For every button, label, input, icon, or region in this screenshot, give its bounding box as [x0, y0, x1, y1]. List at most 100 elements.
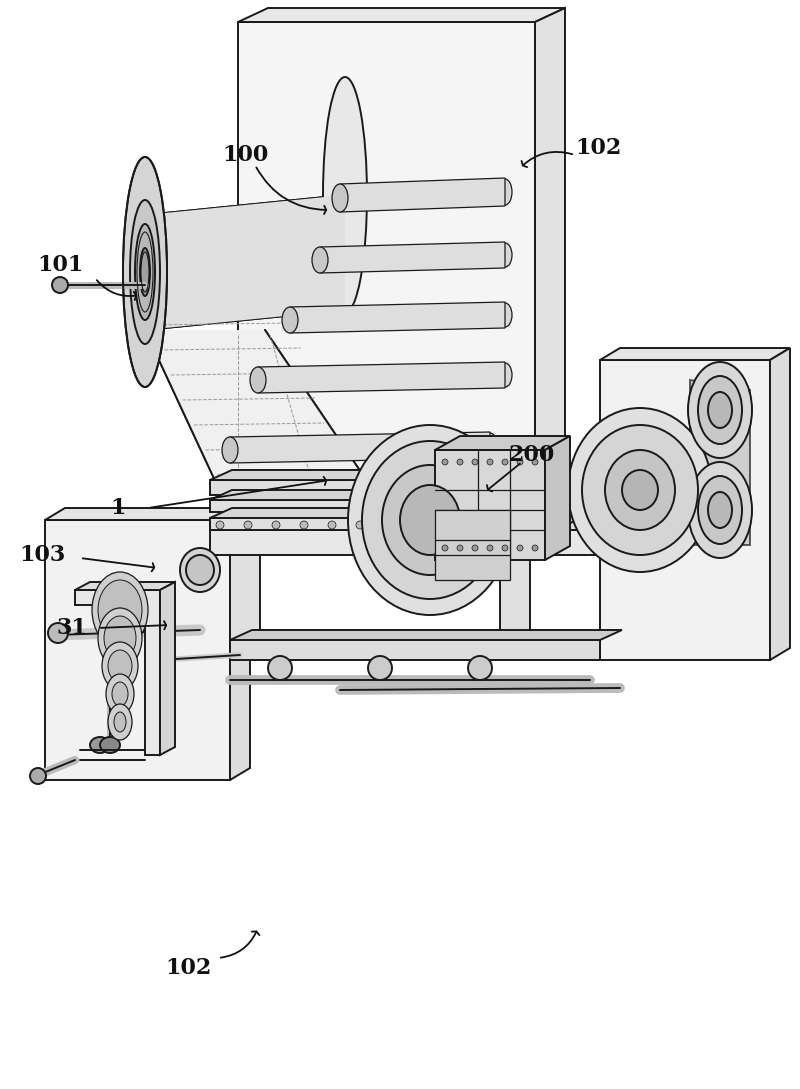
Text: 200: 200	[509, 444, 555, 466]
Polygon shape	[600, 518, 625, 555]
Ellipse shape	[300, 521, 308, 529]
Ellipse shape	[222, 437, 238, 463]
Ellipse shape	[440, 521, 448, 529]
Ellipse shape	[100, 737, 120, 752]
Ellipse shape	[135, 224, 155, 320]
Ellipse shape	[698, 476, 742, 544]
Ellipse shape	[312, 247, 328, 273]
Ellipse shape	[268, 656, 292, 680]
Ellipse shape	[457, 458, 463, 465]
Ellipse shape	[498, 179, 512, 205]
Ellipse shape	[442, 458, 448, 465]
Polygon shape	[290, 302, 505, 333]
Polygon shape	[210, 518, 555, 530]
Polygon shape	[210, 530, 600, 555]
Ellipse shape	[400, 485, 460, 555]
Ellipse shape	[708, 492, 732, 528]
Ellipse shape	[502, 544, 508, 551]
Polygon shape	[210, 490, 577, 500]
Ellipse shape	[250, 367, 266, 393]
Ellipse shape	[332, 184, 348, 212]
Polygon shape	[210, 470, 577, 480]
Ellipse shape	[496, 521, 504, 529]
Ellipse shape	[605, 450, 675, 530]
Polygon shape	[690, 380, 750, 544]
Ellipse shape	[216, 521, 224, 529]
Text: 102: 102	[575, 137, 621, 159]
Ellipse shape	[92, 572, 148, 648]
Polygon shape	[45, 521, 230, 780]
Ellipse shape	[498, 303, 512, 327]
Ellipse shape	[48, 623, 68, 643]
Ellipse shape	[90, 737, 110, 752]
Polygon shape	[238, 8, 565, 22]
Polygon shape	[770, 348, 790, 660]
Polygon shape	[230, 555, 260, 650]
Ellipse shape	[382, 465, 478, 575]
Polygon shape	[230, 631, 622, 640]
Ellipse shape	[498, 243, 512, 267]
Ellipse shape	[708, 392, 732, 428]
Ellipse shape	[698, 376, 742, 444]
Ellipse shape	[180, 548, 220, 592]
Polygon shape	[320, 242, 505, 273]
Polygon shape	[210, 507, 577, 518]
Polygon shape	[535, 8, 565, 530]
Ellipse shape	[282, 307, 298, 333]
Ellipse shape	[688, 462, 752, 558]
Ellipse shape	[348, 425, 512, 615]
Ellipse shape	[272, 521, 280, 529]
Ellipse shape	[30, 768, 46, 784]
Polygon shape	[258, 362, 505, 393]
Ellipse shape	[328, 521, 336, 529]
Ellipse shape	[140, 248, 150, 296]
Polygon shape	[230, 640, 600, 660]
Text: 31: 31	[57, 617, 87, 639]
Ellipse shape	[102, 643, 138, 690]
Polygon shape	[75, 590, 160, 755]
Ellipse shape	[457, 544, 463, 551]
Polygon shape	[210, 500, 555, 512]
Polygon shape	[435, 436, 570, 450]
Polygon shape	[435, 450, 545, 560]
Polygon shape	[75, 582, 175, 590]
Ellipse shape	[104, 616, 136, 660]
Polygon shape	[340, 178, 505, 212]
Text: 102: 102	[165, 957, 211, 979]
Ellipse shape	[108, 650, 132, 682]
Ellipse shape	[52, 277, 68, 293]
Ellipse shape	[688, 362, 752, 458]
Text: 103: 103	[19, 544, 65, 566]
Ellipse shape	[98, 580, 142, 640]
Ellipse shape	[356, 521, 364, 529]
Polygon shape	[500, 555, 530, 650]
Ellipse shape	[412, 521, 420, 529]
Ellipse shape	[244, 521, 252, 529]
Ellipse shape	[524, 521, 532, 529]
Ellipse shape	[498, 363, 512, 387]
Ellipse shape	[472, 544, 478, 551]
Ellipse shape	[468, 521, 476, 529]
Polygon shape	[210, 480, 555, 495]
Ellipse shape	[568, 408, 712, 572]
Ellipse shape	[502, 458, 508, 465]
Ellipse shape	[130, 200, 160, 344]
Text: 101: 101	[37, 254, 83, 276]
Ellipse shape	[487, 458, 493, 465]
Ellipse shape	[472, 458, 478, 465]
Ellipse shape	[123, 157, 167, 387]
Ellipse shape	[186, 555, 214, 585]
Polygon shape	[45, 507, 250, 521]
Polygon shape	[210, 518, 625, 530]
Ellipse shape	[362, 441, 498, 599]
Ellipse shape	[483, 433, 497, 457]
Polygon shape	[600, 348, 790, 360]
Ellipse shape	[106, 674, 134, 714]
Polygon shape	[545, 436, 570, 560]
Text: 1: 1	[110, 497, 126, 519]
Polygon shape	[230, 507, 250, 780]
Ellipse shape	[582, 425, 698, 555]
Ellipse shape	[442, 544, 448, 551]
Polygon shape	[238, 22, 535, 530]
Ellipse shape	[112, 682, 128, 706]
